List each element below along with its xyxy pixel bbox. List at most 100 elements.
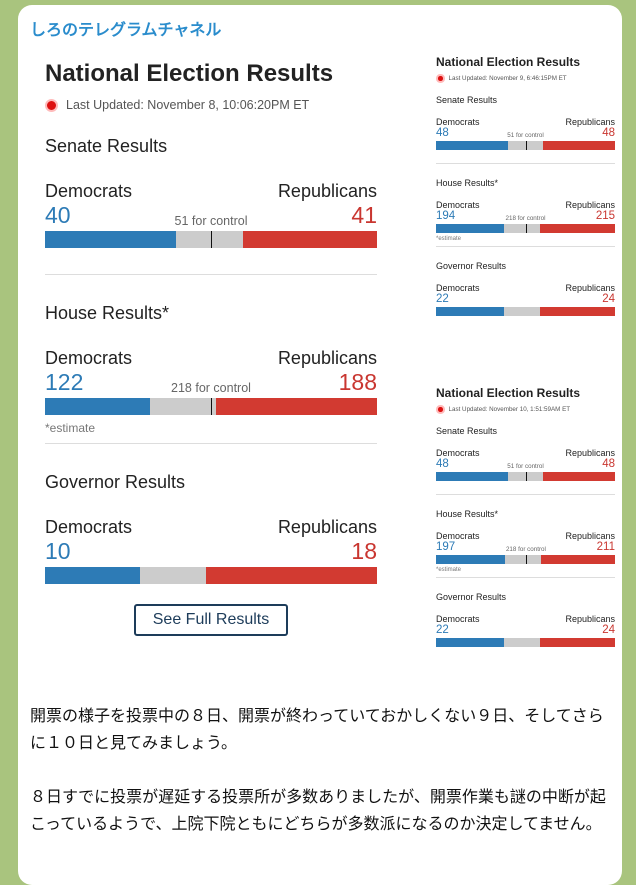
rep-seats: 41 xyxy=(351,202,377,228)
seat-bar xyxy=(436,638,615,647)
widget-title: National Election Results xyxy=(45,60,334,87)
seat-bar xyxy=(45,398,377,415)
party-labels: Democrats Republicans xyxy=(436,200,615,210)
rep-seats: 215 xyxy=(595,209,615,222)
seat-counts: 122 218 for control 188 xyxy=(45,371,377,394)
dem-seats: 48 xyxy=(436,126,449,139)
seat-counts: 194 218 for control 215 xyxy=(436,209,615,223)
estimate-note: *estimate xyxy=(45,421,96,435)
rep-seats: 24 xyxy=(602,623,615,636)
control-marker xyxy=(525,472,527,481)
dem-seats: 194 xyxy=(436,209,456,222)
widget-title: National Election Results xyxy=(436,386,581,400)
rep-label: Republicans xyxy=(565,613,615,624)
dem-label: Democrats xyxy=(436,530,480,541)
results-widget: National Election Results Last Updated: N… xyxy=(45,60,377,636)
control-marker xyxy=(525,141,527,150)
rep-label: Republicans xyxy=(277,348,377,368)
section-title: House Results* xyxy=(436,508,499,519)
seat-bar xyxy=(45,567,377,584)
rep-bar xyxy=(242,231,377,248)
dem-bar xyxy=(436,555,506,564)
live-dot xyxy=(436,405,445,414)
seat-counts: 48 51 for control 48 xyxy=(436,126,615,140)
control-marker xyxy=(525,224,527,233)
results-widget: National Election Results Last Updated: N… xyxy=(436,386,615,647)
see-full-results[interactable]: See Full Results xyxy=(134,604,288,636)
section-title: House Results* xyxy=(45,303,170,323)
dem-label: Democrats xyxy=(436,447,480,458)
control: 51 for control xyxy=(174,213,248,228)
control: 51 for control xyxy=(507,131,544,139)
section-title: Senate Results xyxy=(436,425,498,436)
last-updated: Last Updated: November 9, 6:46:15PM ET xyxy=(436,74,615,83)
control-marker xyxy=(211,231,212,248)
estimate-note: *estimate xyxy=(436,235,462,242)
rep-bar xyxy=(540,555,615,564)
rep-label: Republicans xyxy=(565,530,615,541)
control: 218 for control xyxy=(505,545,546,553)
seat-bar xyxy=(45,231,377,248)
dem-bar xyxy=(45,398,150,415)
party-labels: Democrats Republicans xyxy=(436,614,615,624)
dem-label: Democrats xyxy=(45,517,133,537)
seat-bar xyxy=(436,141,615,150)
estimate-note: *estimate xyxy=(436,566,462,573)
dem-seats: 197 xyxy=(436,540,456,553)
dem-bar xyxy=(45,567,140,584)
channel-name[interactable]: しろのテレグラムチャネル xyxy=(30,20,222,39)
dem-bar xyxy=(436,224,504,233)
dem-seats: 48 xyxy=(436,457,449,470)
paragraph: ８日すでに投票が遅延する投票所が多数ありましたが、開票作業も謎の中断が起こってい… xyxy=(30,787,606,833)
seat-counts: 197 218 for control 211 xyxy=(436,540,615,554)
party-labels: Democrats Republicans xyxy=(436,117,615,127)
seat-counts: 10 18 xyxy=(45,540,377,563)
rep-label: Republicans xyxy=(565,447,615,458)
rep-seats: 24 xyxy=(602,292,615,305)
last-updated: Last Updated: November 8, 10:06:20PM ET xyxy=(45,98,377,112)
divider xyxy=(436,245,615,247)
updated-text: Last Updated: November 8, 10:06:20PM ET xyxy=(66,98,310,112)
dem-label: Democrats xyxy=(436,199,480,210)
rep-bar xyxy=(539,224,615,233)
rep-label: Republicans xyxy=(565,116,615,127)
control: 218 for control xyxy=(505,214,546,222)
widget-title: National Election Results xyxy=(436,55,581,69)
page: {"channel":"しろのテレグラムチャネル", "main":{"titl… xyxy=(18,5,622,885)
dem-bar xyxy=(436,307,505,316)
rep-seats: 18 xyxy=(351,538,377,564)
rep-bar xyxy=(215,398,377,415)
section-title: Governor Results xyxy=(436,260,507,271)
rep-label: Republicans xyxy=(565,282,615,293)
seat-counts: 22 24 xyxy=(436,623,615,637)
updated-text: Last Updated: November 9, 6:46:15PM ET xyxy=(448,74,567,82)
rep-label: Republicans xyxy=(565,199,615,210)
section-title: Senate Results xyxy=(436,94,498,105)
dem-label: Democrats xyxy=(436,116,480,127)
divider xyxy=(45,443,377,444)
control: 51 for control xyxy=(507,462,544,470)
rep-seats: 48 xyxy=(602,126,615,139)
rep-label: Republicans xyxy=(277,181,377,201)
live-dot xyxy=(436,74,445,83)
rep-bar xyxy=(540,307,615,316)
rep-seats: 48 xyxy=(602,457,615,470)
control-marker xyxy=(211,398,212,415)
rep-label: Republicans xyxy=(277,517,377,537)
dem-bar xyxy=(436,638,505,647)
party-labels: Democrats Republicans xyxy=(45,517,377,538)
dem-bar xyxy=(436,141,508,150)
seat-counts: 48 51 for control 48 xyxy=(436,457,615,471)
dem-label: Democrats xyxy=(436,282,480,293)
rep-seats: 211 xyxy=(596,540,615,553)
dem-seats: 22 xyxy=(436,292,449,305)
message-bubble xyxy=(18,5,622,885)
rep-bar xyxy=(540,638,615,647)
dem-bar xyxy=(45,231,177,248)
section-title: House Results* xyxy=(436,177,499,188)
divider xyxy=(436,576,615,578)
dem-seats: 40 xyxy=(45,202,71,228)
party-labels: Democrats Republicans xyxy=(436,531,615,541)
paragraph: 開票の様子を投票中の８日、開票が終わっていておかしくない９日、そしてさらに１０日… xyxy=(30,706,604,752)
party-labels: Democrats Republicans xyxy=(436,448,615,458)
